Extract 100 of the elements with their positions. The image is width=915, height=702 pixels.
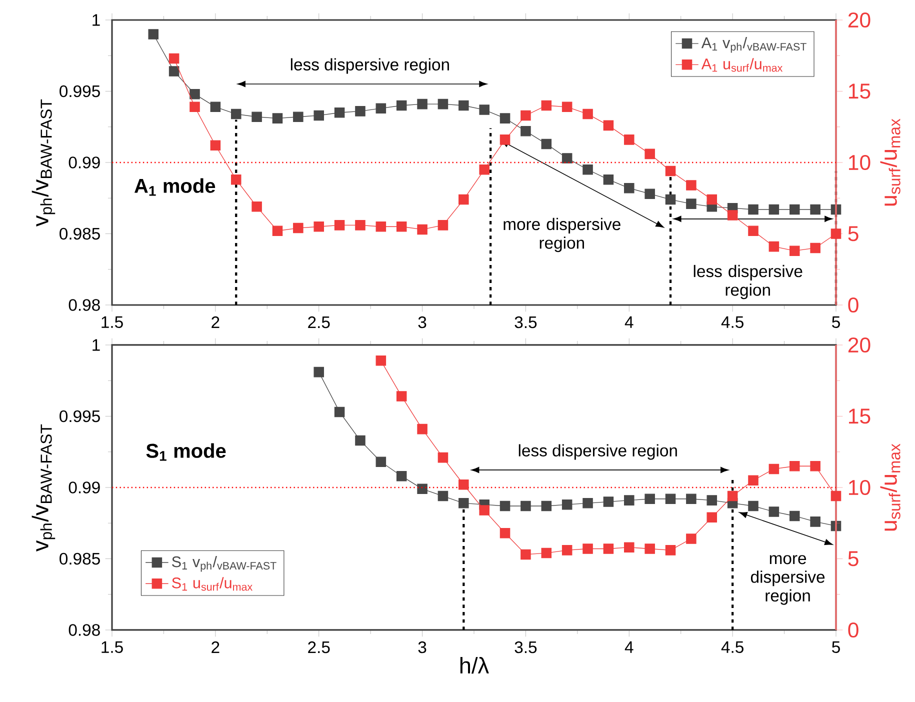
point	[582, 164, 593, 175]
point	[376, 456, 386, 467]
point	[520, 110, 531, 121]
point	[624, 495, 634, 506]
point	[230, 174, 242, 185]
point	[768, 241, 780, 252]
point	[458, 100, 469, 111]
x-tick-label: 5	[832, 641, 840, 653]
point	[479, 505, 490, 516]
annotation: less dispersive region	[518, 444, 677, 460]
point	[417, 424, 428, 434]
y2-tick-label: 0	[848, 297, 858, 313]
point	[314, 366, 324, 378]
y2-tick-label: 10	[849, 480, 870, 496]
point	[190, 102, 200, 112]
point	[210, 102, 221, 112]
point	[334, 220, 345, 230]
point	[541, 548, 552, 558]
x-tick-label: 3	[418, 641, 426, 654]
x-tick-label: 2	[212, 641, 220, 653]
point	[396, 391, 407, 402]
legend-label: A$_{1}$ v$_{ph}$/$_{vBAW-FAST}$	[701, 36, 806, 53]
point	[314, 110, 324, 121]
point	[562, 499, 572, 510]
point	[541, 500, 552, 512]
point	[768, 204, 780, 215]
y2-tick-label: 0	[848, 622, 858, 638]
point	[810, 460, 820, 472]
point	[417, 484, 428, 494]
point	[665, 494, 676, 504]
point	[789, 246, 800, 256]
point	[603, 120, 614, 131]
point	[624, 183, 634, 194]
point	[252, 112, 262, 122]
point	[748, 226, 758, 236]
point	[479, 104, 490, 115]
point	[458, 194, 469, 205]
y-tick-label: 1	[92, 339, 100, 351]
y-tick-label: 0.99	[68, 156, 100, 168]
point	[334, 107, 345, 118]
y2-tick-label: 10	[849, 154, 870, 170]
point	[355, 435, 366, 446]
annotation: less dispersive region	[694, 264, 802, 300]
point	[190, 88, 200, 100]
point	[810, 516, 820, 527]
x-tick-label: 4	[624, 641, 634, 653]
point	[417, 98, 428, 110]
point	[582, 498, 593, 508]
point	[686, 494, 696, 504]
point	[665, 545, 676, 556]
point	[272, 226, 283, 236]
annotation: S$_{1}$ mode	[146, 443, 226, 461]
point	[727, 210, 738, 220]
point	[293, 222, 304, 234]
point	[562, 102, 572, 112]
point	[810, 242, 820, 254]
point	[830, 490, 842, 502]
annotation: more dispersive region	[750, 555, 825, 605]
x-tick-label: 1.5	[102, 641, 123, 653]
point	[376, 103, 386, 114]
y-tick-label: 0.995	[60, 410, 100, 422]
legend-label: S$_{1}$ v$_{ph}$/$_{vBAW-FAST}$	[172, 556, 276, 572]
point	[168, 53, 180, 64]
point	[686, 198, 696, 209]
point	[768, 464, 780, 474]
point	[768, 506, 780, 517]
point	[830, 228, 842, 239]
x-tick-label: 3.5	[514, 641, 537, 654]
point	[500, 500, 510, 512]
x-tick-label: 5	[832, 316, 840, 328]
point	[665, 194, 676, 205]
annotation: more dispersive region	[504, 218, 620, 252]
y-tick-label: 0.99	[68, 482, 100, 494]
point	[644, 544, 655, 554]
point	[686, 180, 696, 190]
y-tick-label: 0.98	[68, 624, 100, 636]
point	[520, 126, 531, 136]
y-tick-label: 0.98	[68, 299, 100, 311]
point	[789, 510, 800, 522]
point	[396, 221, 407, 232]
point	[438, 490, 448, 502]
point	[479, 164, 490, 175]
point	[624, 134, 634, 145]
point	[706, 495, 718, 506]
x-tick-label: 2.5	[308, 641, 330, 654]
point	[376, 356, 386, 366]
point	[748, 475, 758, 486]
point	[644, 494, 655, 504]
point	[644, 188, 655, 199]
y-axis-title: v$_{ph}$/v$_{BAW-FAST}$	[32, 424, 56, 552]
x-tick-label: 3.5	[514, 316, 537, 328]
point	[168, 66, 180, 76]
x-tick-label: 1.5	[102, 316, 123, 328]
point	[706, 512, 718, 523]
y-tick-label: 0.985	[60, 228, 100, 240]
point	[624, 542, 634, 552]
point	[789, 204, 800, 215]
point	[355, 220, 366, 230]
point	[520, 500, 531, 512]
point	[789, 460, 800, 472]
